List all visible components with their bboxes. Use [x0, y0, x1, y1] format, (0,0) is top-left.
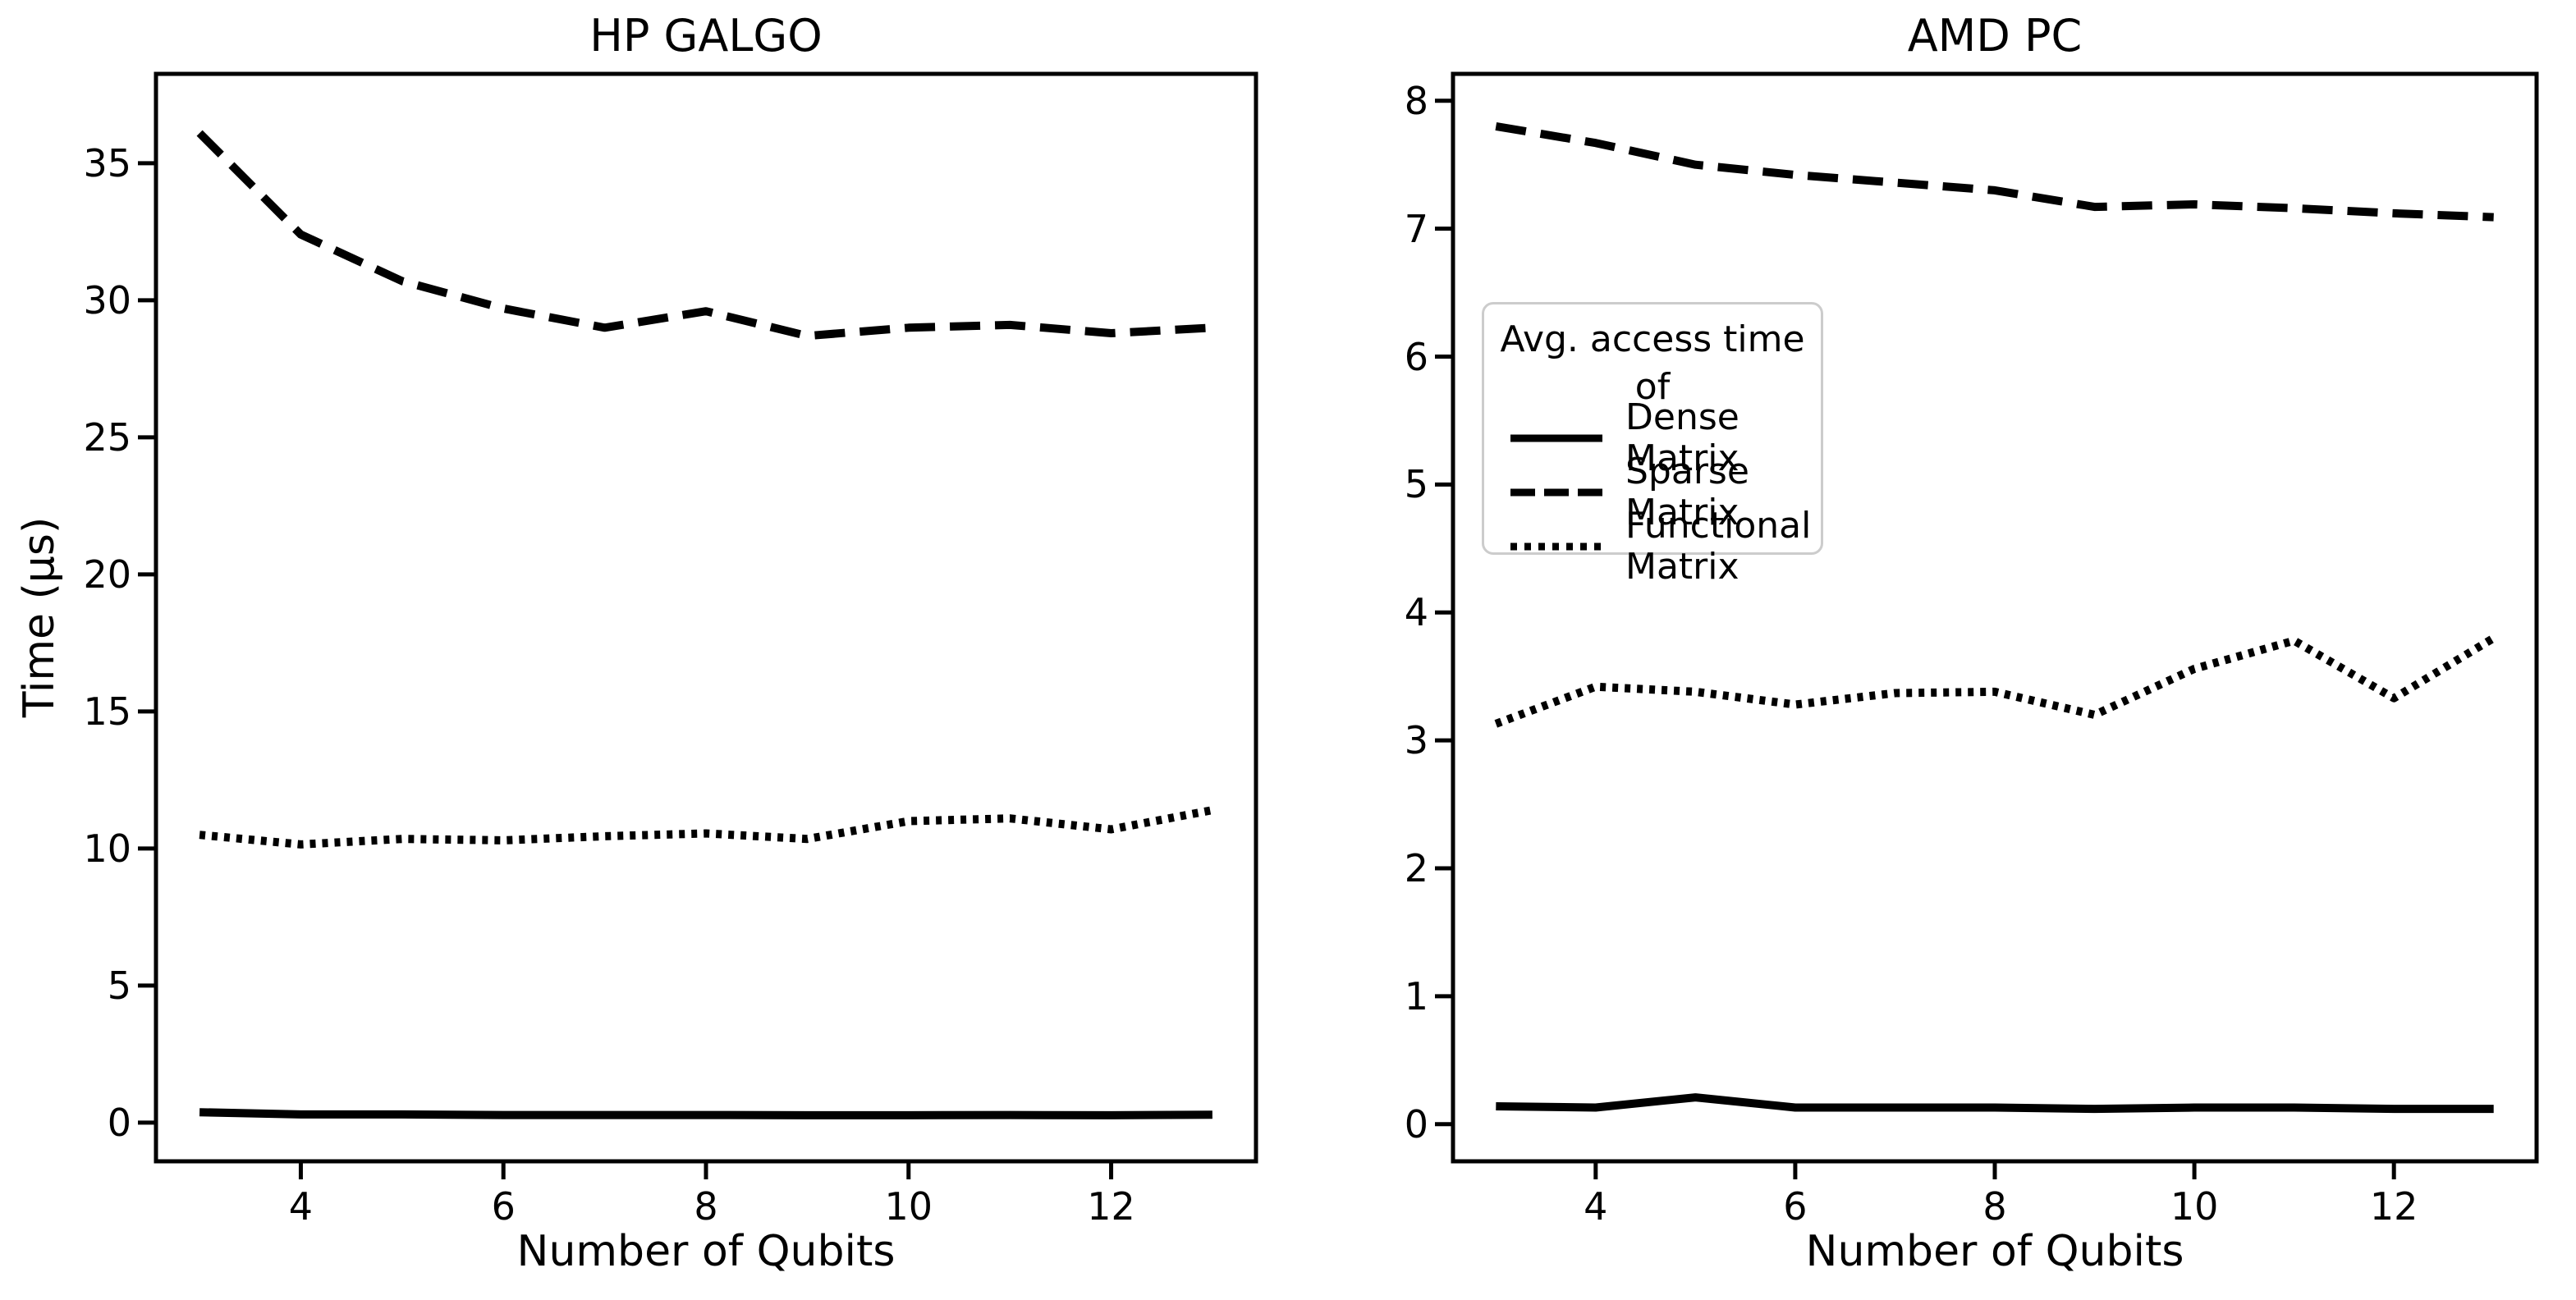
left-y-axis-label: Time (µs): [15, 516, 64, 718]
left-axes-spines: [154, 71, 1258, 1164]
left-series-functional-matrix: [199, 806, 1213, 849]
right-y-tick-label: 5: [1404, 462, 1428, 507]
legend-label-sparse: Sparse Matrix: [1625, 451, 1749, 533]
left-y-tick-label: 35: [83, 140, 131, 185]
left-x-tick-label: 4: [288, 1184, 314, 1229]
left-y-tick-label: 25: [83, 414, 131, 460]
right-axes-spines: [1451, 71, 2539, 1164]
legend-label-dense: Dense Matrix: [1625, 396, 1739, 479]
left-x-tick-label: 12: [1087, 1184, 1135, 1229]
right-y-tick-label: 4: [1404, 590, 1428, 635]
legend-row-functional: Functional Matrix: [1484, 506, 1821, 588]
right-y-tick-label: 1: [1404, 973, 1428, 1018]
right-x-tick-label: 12: [2369, 1184, 2418, 1229]
right-y-tick-label: 8: [1404, 78, 1428, 123]
right-y-tick-label: 2: [1404, 846, 1428, 891]
legend-row-dense: Dense Matrix: [1484, 397, 1821, 479]
left-series-dense-matrix: [199, 1108, 1212, 1119]
dotted-line-sample-icon: [1510, 542, 1602, 551]
left-y-tick-label: 20: [83, 552, 131, 597]
right-y-tick-label: 0: [1404, 1101, 1428, 1147]
left-x-tick-label: 8: [694, 1184, 718, 1229]
left-y-tick-label: 30: [83, 277, 131, 323]
legend-title: Avg. access time of: [1500, 318, 1805, 408]
left-panel-title: HP GALGO: [589, 10, 823, 62]
right-x-axis-label: Number of Qubits: [1805, 1227, 2184, 1276]
solid-line-sample-icon: [1510, 434, 1602, 442]
right-series-functional-matrix: [1494, 634, 2496, 728]
right-y-tick-label: 6: [1404, 334, 1428, 379]
right-x-tick-label: 6: [1783, 1184, 1808, 1229]
left-series-sparse-matrix: [196, 130, 1213, 341]
right-x-tick-label: 8: [1982, 1184, 2007, 1229]
dashed-line-sample-icon: [1510, 488, 1602, 497]
left-y-tick-label: 15: [83, 689, 131, 734]
left-x-axis-label: Number of Qubits: [516, 1227, 896, 1276]
left-y-tick-label: 10: [83, 826, 131, 871]
left-x-tick-label: 10: [884, 1184, 933, 1229]
legend-label-functional: Functional Matrix: [1625, 505, 1812, 588]
right-y-tick-label: 3: [1404, 718, 1428, 763]
right-series-dense-matrix: [1496, 1093, 2494, 1114]
right-y-tick-label: 7: [1404, 206, 1428, 251]
right-x-tick-label: 10: [2170, 1184, 2219, 1229]
legend-box: Avg. access time of Dense Matrix Sparse …: [1482, 302, 1823, 588]
left-y-tick-label: 5: [107, 963, 131, 1008]
right-x-tick-label: 4: [1584, 1184, 1608, 1229]
right-series-sparse-matrix: [1495, 121, 2494, 222]
right-panel-title: AMD PC: [1907, 10, 2083, 62]
left-x-tick-label: 6: [491, 1184, 516, 1229]
left-y-tick-label: 0: [107, 1100, 131, 1145]
legend-row-sparse: Sparse Matrix: [1484, 451, 1821, 533]
